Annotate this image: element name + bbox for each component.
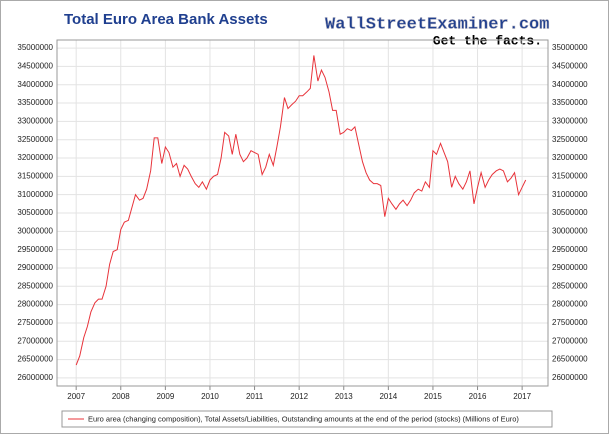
y-tick-label: 32000000 [17,153,53,162]
x-tick-label: 2009 [156,392,174,401]
y2-tick-label: 33500000 [552,98,588,107]
y2-tick-label: 29500000 [552,245,588,254]
y2-tick-label: 27500000 [552,318,588,327]
y-tick-label: 29500000 [17,245,53,254]
y2-tick-label: 34000000 [552,80,588,89]
x-tick-label: 2014 [379,392,397,401]
data-line [75,55,527,366]
x-tick-label: 2015 [424,392,442,401]
x-tick-label: 2008 [112,392,130,401]
y-tick-label: 31000000 [17,190,53,199]
y2-tick-label: 26000000 [552,373,588,382]
y-tick-label: 27000000 [17,336,53,345]
y-tick-label: 29000000 [17,263,53,272]
y-tick-label: 28000000 [17,300,53,309]
y2-tick-label: 28500000 [552,281,588,290]
y-tick-label: 35000000 [17,43,53,52]
y2-tick-label: 29000000 [552,263,588,272]
y-tick-label: 30000000 [17,226,53,235]
y2-tick-label: 28000000 [552,300,588,309]
y2-tick-label: 30000000 [552,226,588,235]
y-tick-label: 26500000 [17,355,53,364]
legend-label: Euro area (changing composition), Total … [88,414,519,423]
y-tick-label: 34000000 [17,80,53,89]
x-tick-label: 2007 [67,392,85,401]
y-tick-label: 33000000 [17,116,53,125]
x-tick-label: 2010 [201,392,219,401]
x-tick-label: 2016 [469,392,487,401]
y-tick-label: 26000000 [17,373,53,382]
y2-tick-label: 31500000 [552,171,588,180]
y-tick-label: 34500000 [17,61,53,70]
x-tick-label: 2017 [513,392,531,401]
y-tick-label: 31500000 [17,171,53,180]
y2-tick-label: 32000000 [552,153,588,162]
y-tick-label: 27500000 [17,318,53,327]
plot-border [56,39,549,387]
logo-tagline: Get the facts. [433,33,542,48]
chart-title: Total Euro Area Bank Assets [64,11,268,28]
y2-tick-label: 34500000 [552,61,588,70]
y-tick-label: 33500000 [17,98,53,107]
y-tick-label: 28500000 [17,281,53,290]
y2-tick-label: 26500000 [552,355,588,364]
x-tick-label: 2013 [335,392,353,401]
legend-box [61,410,553,428]
x-tick-label: 2012 [290,392,308,401]
logo-name: WallStreetExaminer.com [325,15,549,34]
y2-tick-label: 33000000 [552,116,588,125]
y2-tick-label: 31000000 [552,190,588,199]
x-tick-label: 2011 [246,392,264,401]
y2-tick-label: 30500000 [552,208,588,217]
y-tick-label: 32500000 [17,135,53,144]
y2-tick-label: 32500000 [552,135,588,144]
y-tick-label: 30500000 [17,208,53,217]
y2-tick-label: 27000000 [552,336,588,345]
y2-tick-label: 35000000 [552,43,588,52]
